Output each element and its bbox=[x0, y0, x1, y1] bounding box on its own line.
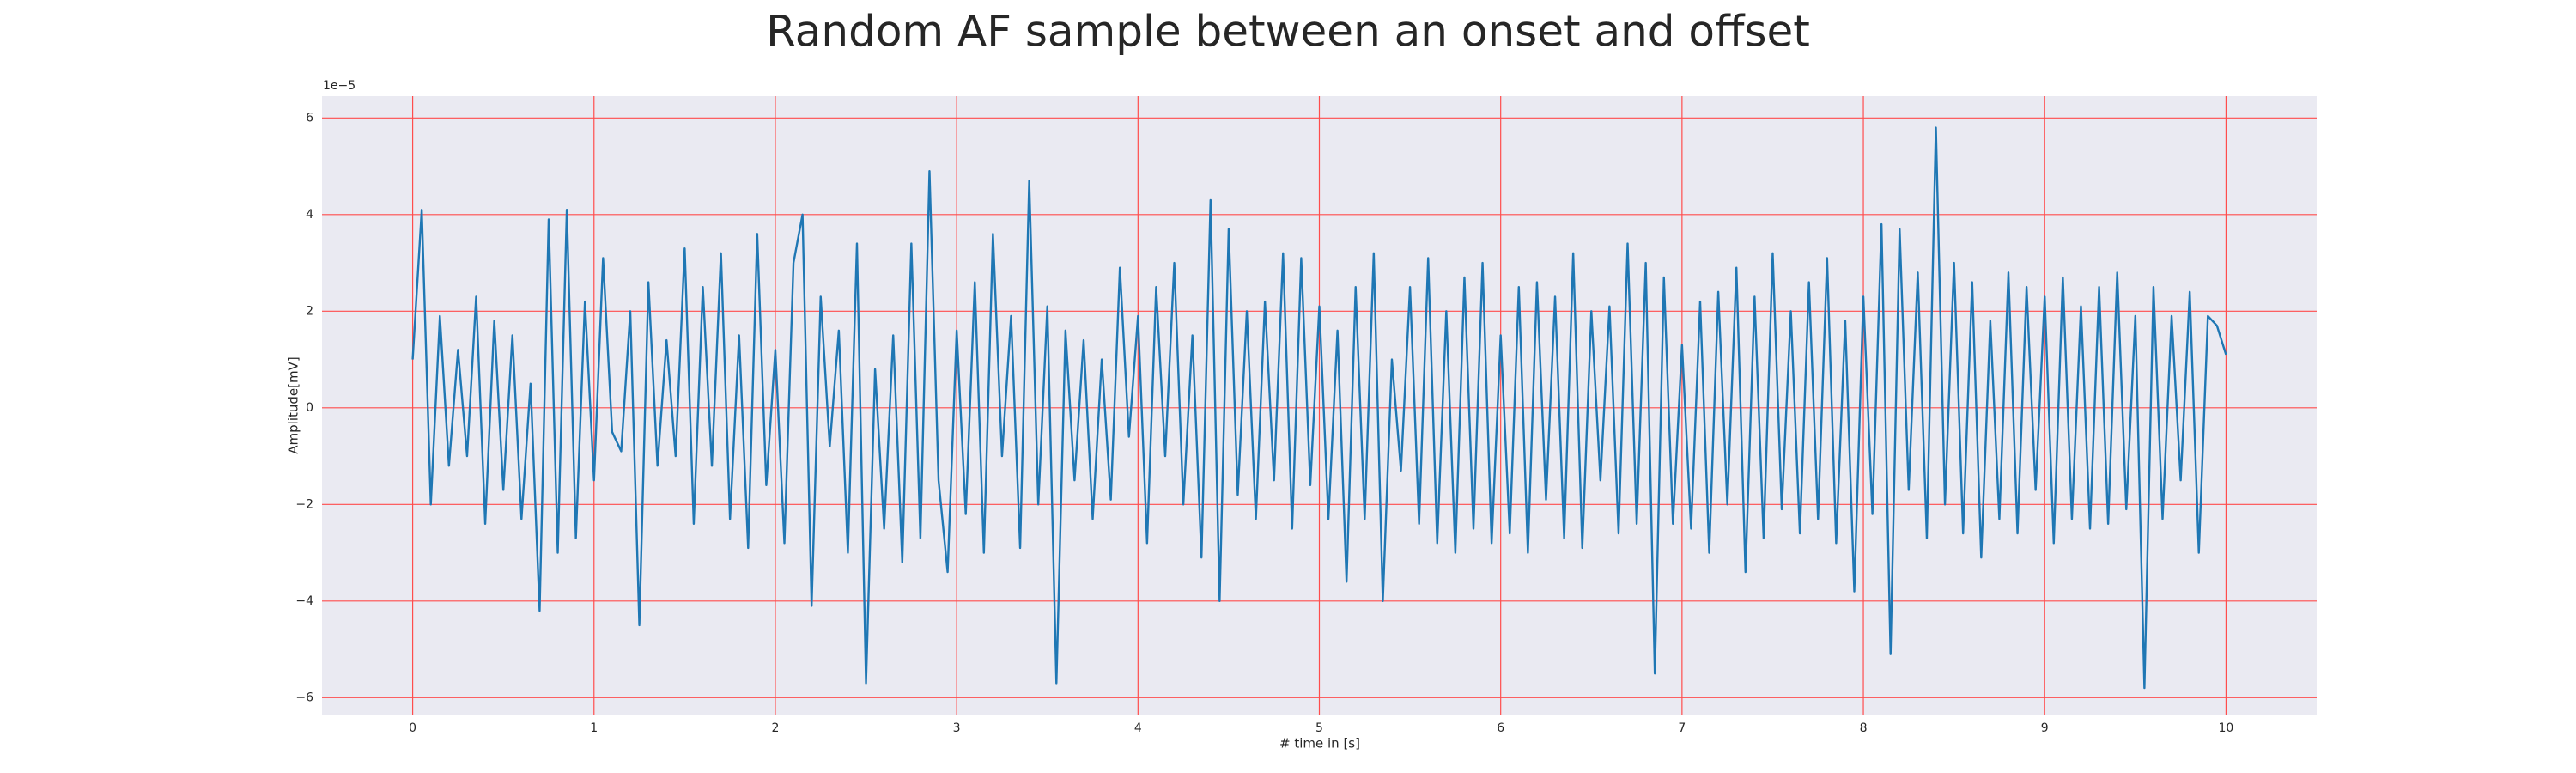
y-offset-label: 1e−5 bbox=[323, 79, 355, 93]
chart-title: Random AF sample between an onset and of… bbox=[766, 7, 1810, 57]
y-tick-label: −4 bbox=[295, 594, 313, 608]
y-tick-label: −2 bbox=[295, 497, 313, 511]
x-tick-label: 4 bbox=[1134, 721, 1142, 735]
x-tick-label: 0 bbox=[409, 721, 416, 735]
y-tick-label: 4 bbox=[306, 208, 313, 222]
x-tick-label: 10 bbox=[2218, 721, 2233, 735]
x-tick-label: 9 bbox=[2041, 721, 2049, 735]
y-tick-label: −6 bbox=[295, 691, 313, 704]
y-axis-label: Amplitude[mV] bbox=[286, 356, 301, 453]
x-axis-label: # time in [s] bbox=[1279, 736, 1360, 752]
x-tick-label: 3 bbox=[953, 721, 961, 735]
x-tick-label: 1 bbox=[590, 721, 598, 735]
x-tick-label: 8 bbox=[1860, 721, 1868, 735]
x-tick-label: 7 bbox=[1678, 721, 1686, 735]
x-tick-label: 2 bbox=[771, 721, 779, 735]
data-line bbox=[411, 126, 2227, 690]
y-tick-label: 6 bbox=[306, 111, 313, 125]
x-tick-label: 6 bbox=[1497, 721, 1504, 735]
x-tick-label: 5 bbox=[1315, 721, 1323, 735]
y-tick-label: 2 bbox=[306, 304, 313, 318]
y-tick-label: 0 bbox=[306, 401, 313, 415]
